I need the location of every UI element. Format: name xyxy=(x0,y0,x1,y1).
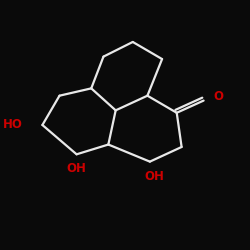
Text: HO: HO xyxy=(3,118,23,132)
Text: OH: OH xyxy=(67,162,86,175)
Text: OH: OH xyxy=(145,170,165,183)
Text: O: O xyxy=(213,90,223,104)
